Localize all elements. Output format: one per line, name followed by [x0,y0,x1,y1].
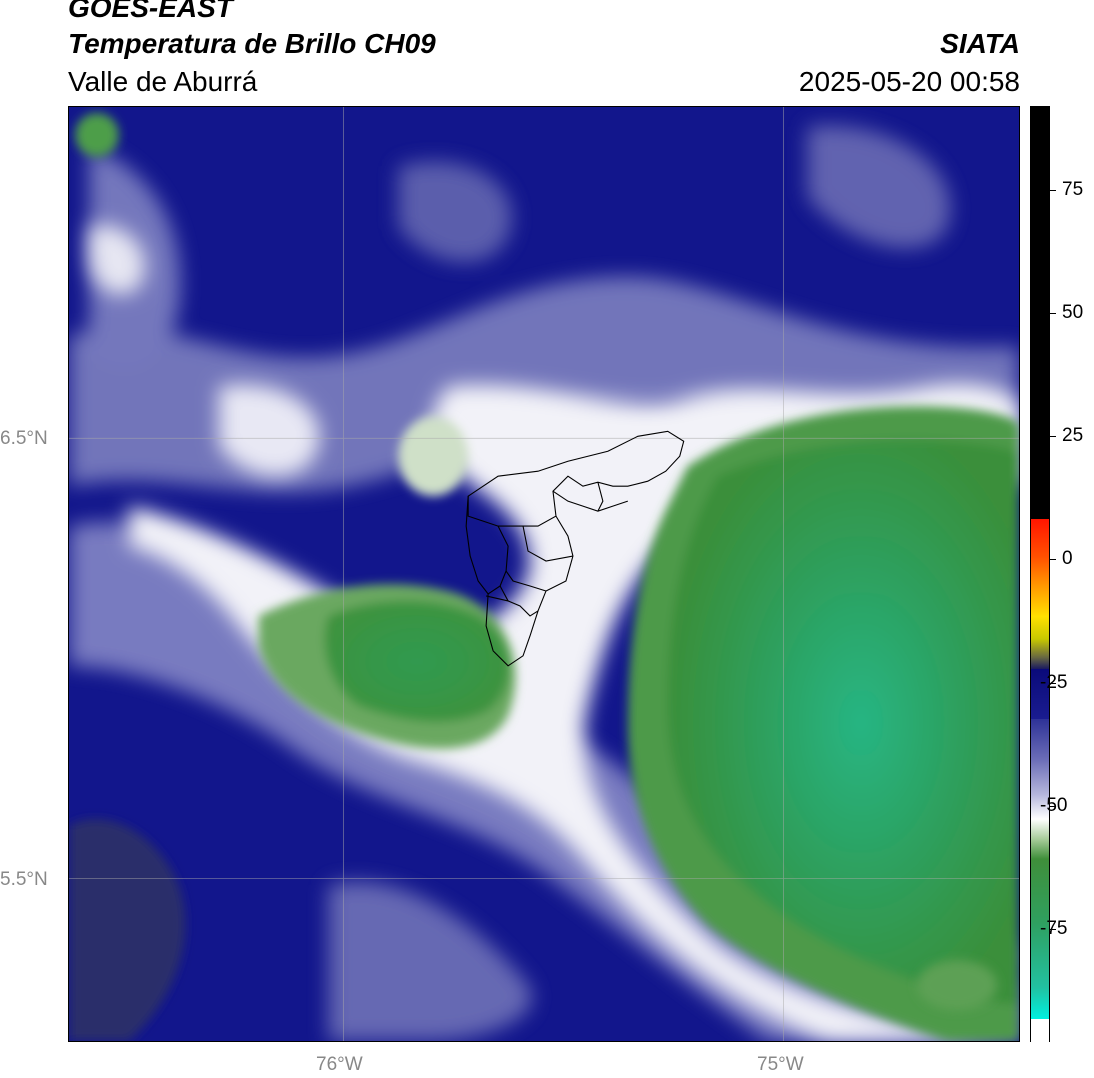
small-cold-spot [74,112,119,157]
colorbar-label: -50 [1040,795,1068,816]
colorbar-label: 25 [1062,425,1084,446]
lat-label-5.5: 5.5°N [0,869,48,890]
product-title: Temperatura de Brillo CH09 [68,28,436,59]
colorbar-label: 0 [1062,548,1073,569]
lat-label-6.5: 6.5°N [0,428,48,449]
satellite-map[interactable] [68,106,1020,1042]
colorbar-lavender-segment [1031,719,1049,819]
colorbar-label: 50 [1062,302,1084,323]
region-label: Valle de Aburrá [68,66,258,97]
colorbar-tick [1050,806,1056,807]
cloud-spot-south [917,960,998,1011]
colorbar-tick [1050,559,1056,560]
colorbar-min-segment [1031,1019,1049,1043]
colorbar-hot-segment [1031,519,1049,669]
colorbar-label: -25 [1040,672,1068,693]
colorbar-tick [1050,436,1056,437]
colorbar-tick [1050,313,1056,314]
colorbar-navy-segment [1031,669,1049,719]
dark-surface-area [69,819,186,1041]
organization-label: SIATA [940,28,1020,59]
colorbar-label: 75 [1062,179,1084,200]
satellite-title: GOES-EAST [68,0,233,23]
aburra-valley-boundaries [465,430,685,667]
colorbar-tick [1050,190,1056,191]
lon-label-76: 76°W [316,1054,363,1075]
graticule [69,107,1019,1041]
large-convective-cloud [627,406,1019,1041]
small-convective-cloud [258,584,516,749]
colorbar-white-green-segment [1031,819,1049,859]
colorbar-label: -75 [1040,918,1068,939]
colorbar-tick [1050,929,1056,930]
lon-label-75: 75°W [757,1054,804,1075]
colorbar [1030,106,1050,1043]
colorbar-tick [1050,683,1056,684]
brightness-temperature-field [69,107,1019,1041]
colorbar-warm-segment [1031,107,1049,519]
cloud-spot-light [398,416,469,497]
colorbar-green-teal-segment [1031,859,1049,1019]
datetime-label: 2025-05-20 00:58 [798,66,1020,97]
